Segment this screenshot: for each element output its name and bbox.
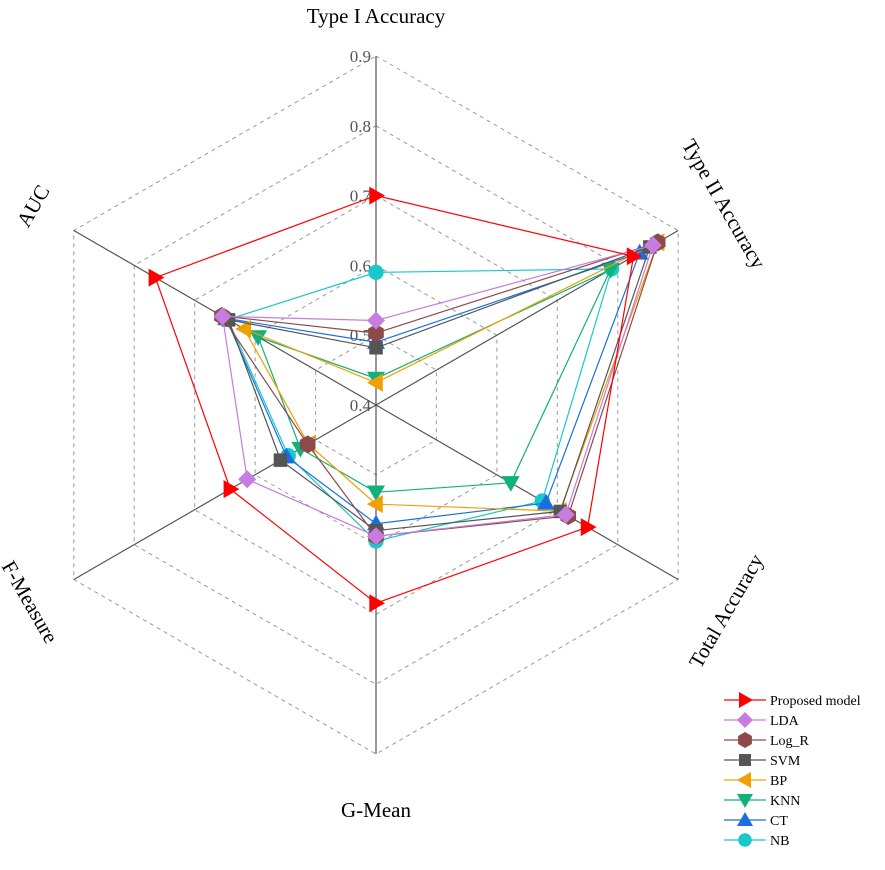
point-proposed-model-4: [223, 480, 240, 499]
tick-label-2: 0.6: [350, 256, 371, 275]
point-proposed-model-0: [369, 186, 385, 205]
tick-label-4: 0.8: [350, 117, 371, 136]
legend-marker-svm: [739, 754, 751, 766]
axis-label-0: Type I Accuracy: [307, 4, 446, 28]
series-knn: [249, 262, 620, 502]
legend-marker-proposed-model: [739, 692, 753, 708]
legend-item-log-r: Log_R: [724, 732, 810, 749]
point-lda-1: [643, 236, 662, 255]
point-bp-5: [235, 319, 251, 338]
chart-legend: Proposed model LDA Log_R SVM BP KNN CT NB: [724, 692, 861, 849]
tick-label-0: 0.4: [350, 396, 372, 415]
point-lda-0: [367, 311, 385, 330]
legend-label-ct: CT: [770, 814, 788, 829]
point-log-r-0: [368, 324, 384, 343]
axis-label-5: AUC: [12, 181, 55, 231]
point-knn-3: [367, 485, 385, 502]
legend-item-knn: KNN: [724, 794, 800, 809]
legend-marker-lda: [737, 712, 753, 728]
legend-label-proposed-model: Proposed model: [770, 694, 861, 709]
legend-label-bp: BP: [770, 774, 787, 789]
series-line-proposed-model: [154, 194, 635, 604]
series-line-nb: [227, 268, 613, 542]
point-proposed-model-5: [148, 268, 165, 287]
point-nb-0: [368, 264, 384, 281]
point-bp-0: [367, 373, 383, 392]
point-svm-0: [369, 341, 383, 355]
radar-tick-labels: 0.4 0.5 0.6 0.7 0.8 0.9: [350, 47, 372, 415]
legend-marker-nb: [738, 833, 752, 847]
series-bp: [235, 233, 665, 521]
legend-item-ct: CT: [724, 812, 788, 829]
point-bp-3: [367, 495, 383, 514]
legend-item-bp: BP: [724, 772, 787, 789]
legend-item-proposed-model: Proposed model: [724, 692, 861, 709]
series-log-r: [214, 233, 666, 546]
legend-label-lda: LDA: [770, 714, 800, 729]
axis-label-3: G-Mean: [341, 798, 411, 822]
radar-axes: [73, 56, 679, 754]
axis-label-1: Type II Accuracy: [677, 135, 771, 273]
series-line-log-r: [220, 241, 659, 537]
point-lda-5: [213, 307, 232, 326]
point-lda-4: [238, 470, 257, 489]
legend-label-svm: SVM: [770, 754, 801, 769]
point-knn-5: [249, 330, 268, 346]
point-log-r-4: [299, 435, 316, 454]
point-knn-1: [601, 262, 620, 279]
series-lda: [213, 236, 662, 546]
point-ct-2: [536, 494, 555, 510]
point-proposed-model-3: [369, 594, 385, 613]
point-knn-2: [501, 476, 520, 492]
series-line-ct: [225, 251, 641, 525]
point-proposed-model-2: [580, 518, 597, 537]
legend-item-svm: SVM: [724, 754, 801, 769]
legend-label-knn: KNN: [770, 794, 800, 809]
legend-marker-knn: [737, 794, 753, 808]
axis-label-2: Total Accuracy: [684, 549, 769, 672]
tick-label-3: 0.7: [350, 187, 372, 206]
axis-line-2: [375, 404, 679, 581]
legend-item-lda: LDA: [724, 712, 800, 729]
legend-marker-ct: [737, 812, 753, 826]
series-ct: [217, 243, 649, 531]
legend-item-nb: NB: [724, 833, 789, 849]
tick-label-5: 0.9: [350, 47, 371, 66]
point-lda-3: [367, 527, 385, 546]
axis-label-4: F-Measure: [0, 557, 63, 648]
legend-label-nb: NB: [770, 834, 789, 849]
tick-label-1: 0.5: [350, 326, 371, 345]
legend-label-log-r: Log_R: [770, 734, 810, 749]
series-proposed-model: [148, 186, 643, 613]
point-lda-2: [556, 505, 575, 524]
point-svm-4: [273, 453, 288, 467]
radar-series: [148, 186, 666, 613]
point-proposed-model-1: [626, 247, 643, 266]
radar-axis-labels: Type I Accuracy Type II Accuracy Total Acc…: [0, 4, 771, 822]
legend-marker-bp: [737, 772, 751, 788]
legend-marker-log-r: [738, 732, 752, 748]
